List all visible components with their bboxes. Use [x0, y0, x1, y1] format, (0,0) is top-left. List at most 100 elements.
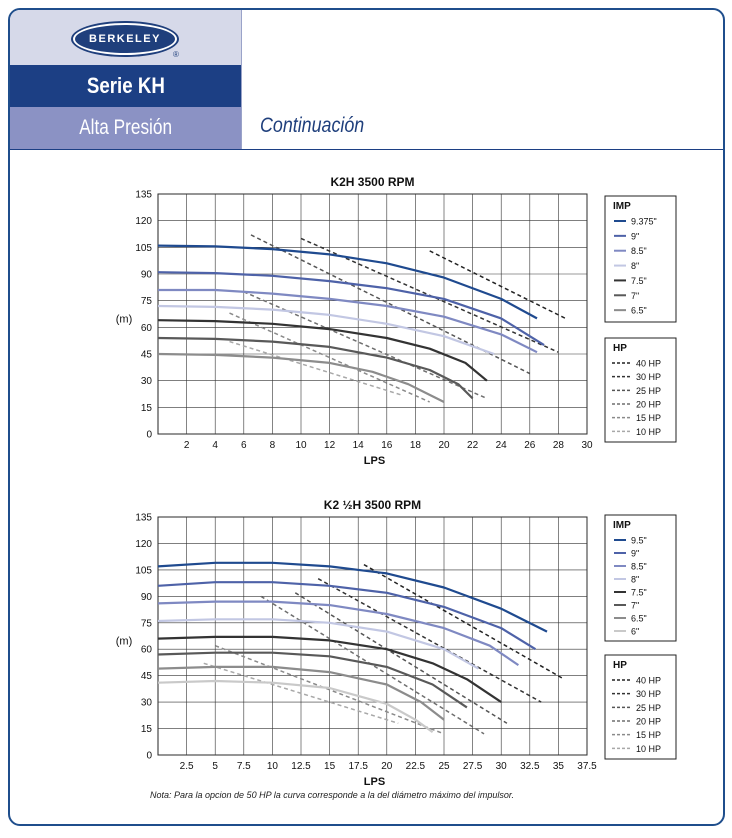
chart2-legend-hp — [604, 654, 677, 760]
chart1-xtick-label-9: 20 — [438, 440, 450, 451]
chart2-xtick-label-5: 15 — [324, 761, 336, 772]
chart2-xtick-label-2: 7.5 — [237, 761, 251, 772]
chart1-legend-hp-label-5: 10 HP — [636, 427, 661, 437]
chart2-ytick-label-2: 30 — [141, 698, 153, 709]
continuation-label: Continuación — [260, 114, 365, 137]
chart1-hp-line-5 — [229, 340, 402, 396]
chart1-legend-hp-label-3: 20 HP — [636, 400, 661, 410]
chart2-hp-line-5 — [203, 662, 399, 724]
chart2-xtick-label-12: 32.5 — [520, 761, 540, 772]
chart1-legend-hp-label-2: 25 HP — [636, 386, 661, 396]
chart2-ytick-label-0: 0 — [146, 751, 152, 762]
chart1-legend-hp — [604, 337, 677, 443]
chart1-xtick-label-13: 28 — [553, 440, 565, 451]
chart1-series-5 — [157, 336, 474, 400]
chart1-hp-line-4 — [229, 312, 431, 403]
chart1-ylabel: (m) — [116, 313, 133, 325]
footnote: Nota: Para la opcion de 50 HP la curva c… — [150, 790, 515, 800]
chart2-series-1 — [157, 581, 537, 651]
chart2-ylabel: (m) — [116, 635, 133, 647]
chart2-hp-line-3 — [260, 595, 485, 735]
chart2-ytick-label-5: 75 — [141, 618, 153, 629]
chart2-legend-hp-title: HP — [613, 660, 627, 671]
chart2-legend-hp-label-5: 10 HP — [636, 744, 661, 754]
chart1-legend-imp-label-2: 8.5" — [631, 246, 647, 256]
chart1-xtick-label-6: 14 — [353, 440, 365, 451]
chart1-xtick-label-12: 26 — [524, 440, 536, 451]
chart1-xtick-label-1: 4 — [212, 440, 218, 451]
chart2-xtick-label-10: 27.5 — [463, 761, 483, 772]
chart1-legend-imp — [604, 195, 677, 323]
chart1-series-0 — [157, 244, 538, 320]
chart2-legend-imp-label-7: 6" — [631, 627, 639, 637]
chart1-series-6 — [157, 352, 445, 403]
chart1-title: K2H 3500 RPM — [330, 175, 414, 189]
chart2-ytick-label-6: 90 — [141, 592, 153, 603]
chart1-xtick-label-5: 12 — [324, 440, 336, 451]
chart1-ytick-label-8: 120 — [135, 216, 152, 227]
chart2-legend-hp-label-3: 20 HP — [636, 717, 661, 727]
chart1-ytick-label-0: 0 — [146, 430, 152, 441]
logo-text: BERKELEY — [89, 33, 161, 45]
chart2-title: K2 ½H 3500 RPM — [324, 498, 421, 512]
chart1-xlabel: LPS — [364, 455, 385, 467]
chart1-xtick-label-4: 10 — [295, 440, 307, 451]
chart2-legend-hp-label-4: 15 HP — [636, 730, 661, 740]
chart2-legend-imp-title: IMP — [613, 520, 631, 531]
chart2-xtick-label-1: 5 — [212, 761, 218, 772]
chart1-legend-hp-label-1: 30 HP — [636, 372, 661, 382]
chart1-hp-line-0 — [429, 250, 566, 320]
chart1-ytick-label-6: 90 — [141, 270, 153, 281]
registered-mark: ® — [173, 50, 179, 59]
chart2-xlabel: LPS — [364, 776, 385, 788]
chart2-series-3 — [157, 618, 479, 670]
series-bar: Serie KH — [10, 65, 241, 107]
chart2-series-4 — [157, 635, 502, 704]
chart1-series-2 — [158, 288, 538, 354]
chart2-xtick-label-11: 30 — [496, 761, 508, 772]
chart1-legend-imp-label-6: 6.5" — [631, 306, 647, 316]
chart2-xtick-label-4: 12.5 — [291, 761, 311, 772]
chart1-ytick-label-4: 60 — [141, 323, 153, 334]
chart2-xtick-label-7: 20 — [381, 761, 393, 772]
chart1-xtick-label-3: 8 — [270, 440, 276, 451]
chart2-legend-imp-label-0: 9.5" — [631, 536, 647, 546]
chart2-legend-imp-label-6: 6.5" — [631, 614, 647, 624]
chart2-series-0 — [157, 561, 548, 633]
chart2-legend-imp-label-5: 7" — [631, 601, 639, 611]
chart1-ytick-label-1: 15 — [141, 403, 153, 414]
chart1-series-4 — [157, 319, 488, 382]
chart2-ytick-label-7: 105 — [135, 565, 152, 576]
chart2-legend-hp-label-2: 25 HP — [636, 703, 661, 713]
chart2-series-6 — [157, 665, 445, 721]
chart1-xtick-label-2: 6 — [241, 440, 247, 451]
chart2-series-5 — [157, 651, 468, 709]
chart2-legend-imp-label-2: 8.5" — [631, 562, 647, 572]
chart1-series-3 — [157, 304, 495, 356]
chart1-hp-line-3 — [243, 291, 488, 400]
chart1-legend-hp-title: HP — [613, 343, 627, 354]
chart1-ytick-label-2: 30 — [141, 376, 153, 387]
chart2-xtick-label-13: 35 — [553, 761, 565, 772]
chart1-plot-area — [157, 193, 588, 435]
chart2-hp-line-1 — [317, 578, 542, 703]
subtitle-bar: Alta Presión — [10, 107, 241, 149]
chart2-ytick-label-8: 120 — [135, 539, 152, 550]
chart1-xtick-label-0: 2 — [184, 440, 190, 451]
chart1-xtick-label-8: 18 — [410, 440, 422, 451]
header-divider — [241, 10, 242, 149]
chart2-ytick-label-1: 15 — [141, 724, 153, 735]
chart2-legend-hp-label-0: 40 HP — [636, 676, 661, 686]
chart2-series-7 — [157, 679, 434, 733]
chart2-xtick-label-3: 10 — [267, 761, 279, 772]
chart1-ytick-label-9: 135 — [135, 190, 152, 201]
chart2-series-2 — [157, 600, 520, 667]
chart1-legend-hp-label-0: 40 HP — [636, 359, 661, 369]
chart1-legend-imp-label-1: 9" — [631, 231, 639, 241]
chart1-xtick-label-11: 24 — [496, 440, 508, 451]
chart2-xtick-label-6: 17.5 — [348, 761, 368, 772]
chart1-ytick-label-5: 75 — [141, 296, 153, 307]
chart1-ytick-label-3: 45 — [141, 350, 153, 361]
chart2-ytick-label-3: 45 — [141, 671, 153, 682]
